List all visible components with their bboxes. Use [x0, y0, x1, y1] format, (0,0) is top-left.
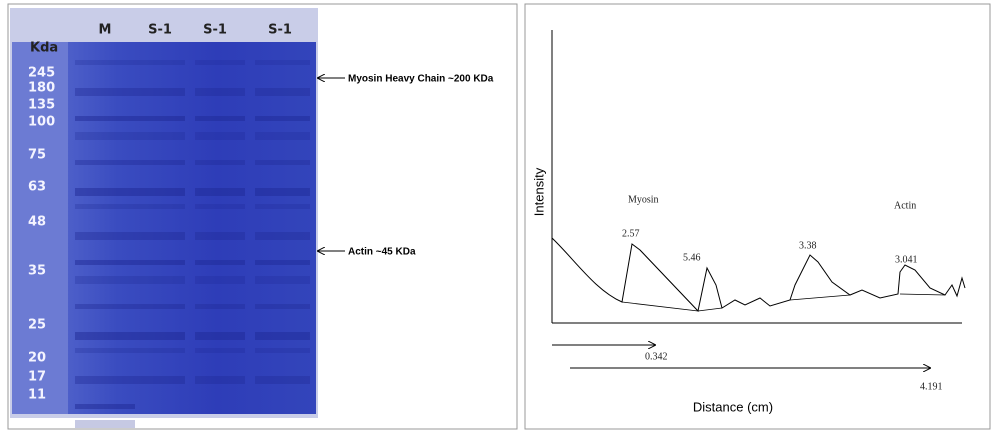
band [195, 276, 245, 284]
band [195, 260, 245, 265]
kda-label: Kda [30, 41, 58, 56]
x-axis-label: Distance (cm) [693, 399, 773, 414]
band [195, 88, 245, 96]
band [135, 60, 185, 65]
band [255, 204, 310, 209]
band [75, 404, 135, 409]
band [195, 348, 245, 353]
band [75, 116, 135, 121]
lane-label: S-1 [268, 23, 292, 38]
band [195, 132, 245, 140]
band [195, 376, 245, 384]
marker-label: 20 [28, 351, 46, 366]
band [255, 348, 310, 353]
band [135, 160, 185, 165]
band [75, 132, 135, 140]
band [135, 116, 185, 121]
band [255, 60, 310, 65]
figure: Kda M S-1 S-1 S-1 245180 135 100 75 63 48 35 25 20 17… [0, 0, 994, 433]
gel [68, 42, 316, 414]
band [195, 60, 245, 65]
band [255, 304, 310, 309]
lane-label: M [99, 23, 112, 38]
band-label: Actin [894, 200, 916, 211]
band [75, 420, 135, 428]
peak-label: 2.57 [622, 228, 640, 239]
marker-label: 63 [28, 180, 46, 195]
band [195, 332, 245, 340]
peak-label: 3.38 [799, 240, 817, 251]
band [75, 60, 135, 65]
marker-label: 180 [28, 81, 55, 96]
band [75, 348, 135, 353]
band [135, 188, 185, 196]
band [135, 376, 185, 384]
band [195, 204, 245, 209]
band [135, 204, 185, 209]
band [255, 260, 310, 265]
band [135, 348, 185, 353]
band [255, 276, 310, 284]
band [75, 304, 135, 309]
band [255, 332, 310, 340]
marker-label: 135 [28, 98, 55, 113]
band [255, 188, 310, 196]
band [255, 376, 310, 384]
band [255, 88, 310, 96]
lane-label: S-1 [203, 23, 227, 38]
lane-label: S-1 [148, 23, 172, 38]
band [195, 160, 245, 165]
y-axis-label: Intensity [531, 167, 546, 216]
marker-label: 35 [28, 264, 46, 279]
band [195, 188, 245, 196]
band [255, 116, 310, 121]
band [135, 232, 185, 240]
band [75, 160, 135, 165]
band [75, 204, 135, 209]
band [75, 188, 135, 196]
annotation: Actin ~45 KDa [348, 247, 416, 258]
band [135, 260, 185, 265]
band [135, 304, 185, 309]
distance-label: 4.191 [920, 381, 943, 392]
marker-label: 100 [28, 115, 55, 130]
peak-label: 5.46 [683, 252, 701, 263]
band [195, 116, 245, 121]
band [135, 276, 185, 284]
band [75, 376, 135, 384]
marker-label: 25 [28, 318, 46, 333]
band [75, 276, 135, 284]
peak-label: 3.041 [895, 254, 918, 265]
marker-label: 245 [28, 66, 55, 81]
marker-label: 11 [28, 388, 46, 403]
band [75, 88, 135, 96]
marker-label: 75 [28, 148, 46, 163]
band [75, 260, 135, 265]
band-label: Myosin [628, 194, 659, 205]
band [135, 132, 185, 140]
band [135, 88, 185, 96]
band [255, 160, 310, 165]
band [195, 304, 245, 309]
band [195, 232, 245, 240]
band [75, 232, 135, 240]
band [135, 332, 185, 340]
trace-panel [525, 4, 990, 429]
annotation: Myosin Heavy Chain ~200 KDa [348, 74, 494, 85]
band [255, 132, 310, 140]
marker-label: 17 [28, 370, 46, 385]
band [255, 232, 310, 240]
marker-label: 48 [28, 215, 46, 230]
distance-label: 0.342 [645, 351, 668, 362]
band [75, 332, 135, 340]
